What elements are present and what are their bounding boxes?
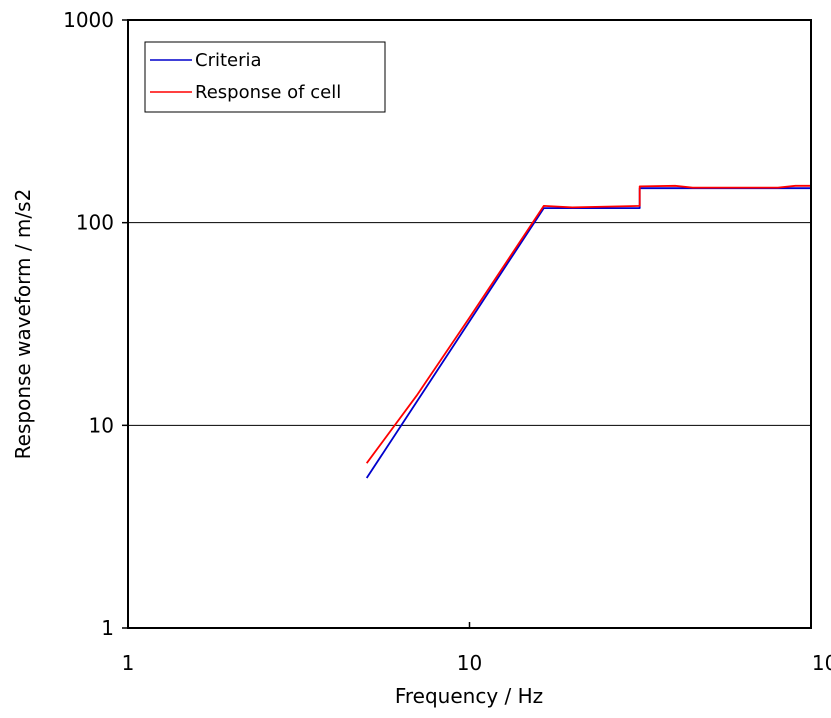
legend-label-criteria: Criteria — [195, 50, 262, 71]
x-axis-label: Frequency / Hz — [395, 684, 543, 708]
x-tick-label-10: 10 — [457, 651, 482, 675]
y-tick-label-10: 10 — [89, 413, 114, 437]
x-tick-label-1: 1 — [122, 651, 135, 675]
x-tick-label-100: 100 — [812, 651, 831, 675]
tick-layer: 1 10 100 1000 1 10 100 — [63, 8, 831, 675]
grid-layer — [128, 222, 811, 426]
y-tick-label-100: 100 — [76, 211, 114, 235]
y-tick-label-1: 1 — [101, 616, 114, 640]
series-layer — [365, 184, 811, 479]
y-tick-label-1000: 1000 — [63, 8, 114, 32]
legend: Criteria Response of cell — [144, 41, 386, 113]
legend-box — [144, 41, 386, 113]
legend-label-response: Response of cell — [195, 82, 341, 103]
series-line-criteria — [365, 187, 811, 479]
series-line-response-of-cell — [365, 184, 811, 464]
y-axis-label: Response waveform / m/s2 — [11, 189, 35, 460]
